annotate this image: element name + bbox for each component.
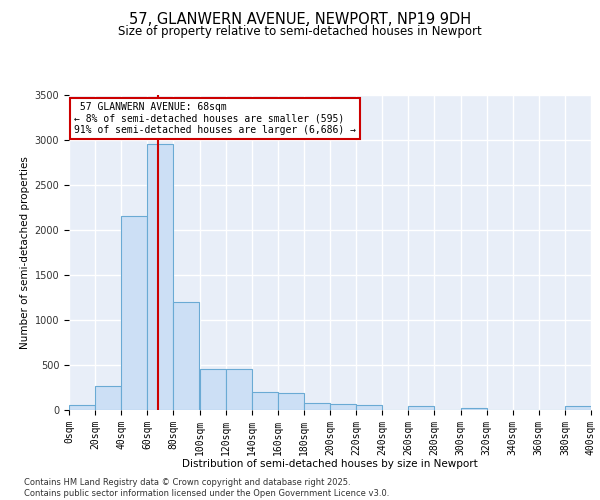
Bar <box>199 368 226 410</box>
Bar <box>565 406 591 410</box>
Bar <box>278 394 304 410</box>
Bar <box>226 368 252 410</box>
Y-axis label: Number of semi-detached properties: Number of semi-detached properties <box>20 156 31 349</box>
Text: 57, GLANWERN AVENUE, NEWPORT, NP19 9DH: 57, GLANWERN AVENUE, NEWPORT, NP19 9DH <box>129 12 471 28</box>
Bar <box>409 406 434 410</box>
Bar <box>356 404 382 410</box>
Bar <box>69 404 95 410</box>
Bar <box>304 403 330 410</box>
Bar <box>173 302 199 410</box>
Bar <box>95 386 121 410</box>
Bar <box>461 408 487 410</box>
Bar <box>148 144 173 410</box>
Bar <box>330 404 356 410</box>
Text: Size of property relative to semi-detached houses in Newport: Size of property relative to semi-detach… <box>118 25 482 38</box>
X-axis label: Distribution of semi-detached houses by size in Newport: Distribution of semi-detached houses by … <box>182 459 478 469</box>
Bar <box>121 216 148 410</box>
Text: Contains HM Land Registry data © Crown copyright and database right 2025.
Contai: Contains HM Land Registry data © Crown c… <box>24 478 389 498</box>
Bar <box>252 392 278 410</box>
Text: 57 GLANWERN AVENUE: 68sqm
← 8% of semi-detached houses are smaller (595)
91% of : 57 GLANWERN AVENUE: 68sqm ← 8% of semi-d… <box>74 102 356 136</box>
